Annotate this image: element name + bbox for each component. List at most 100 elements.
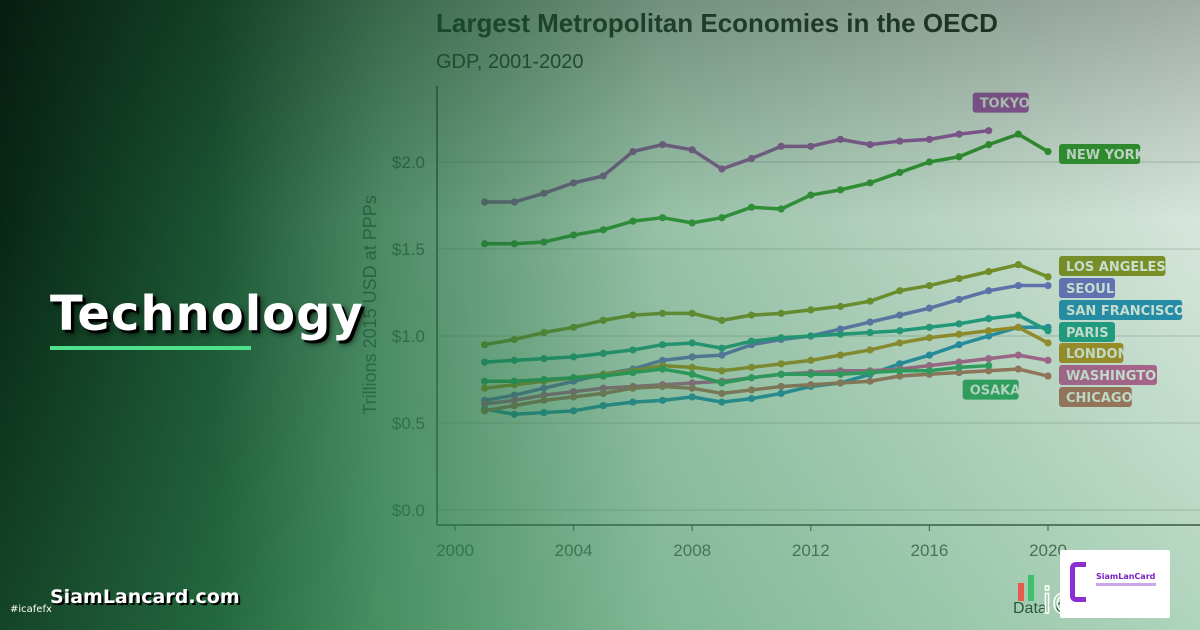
chart-subtitle: GDP, 2001-2020 [436, 51, 584, 73]
data-point [777, 334, 785, 342]
data-point [599, 172, 607, 180]
data-point [807, 381, 815, 389]
data-point [1044, 147, 1052, 156]
site-link[interactable]: SiamLancard.com [50, 586, 240, 608]
data-point [718, 389, 726, 398]
series-label-text: CHICAGO [1066, 391, 1133, 406]
data-point [1014, 351, 1022, 359]
data-point [510, 402, 518, 410]
data-point [481, 358, 489, 366]
data-point [658, 309, 667, 317]
data-point [807, 306, 815, 314]
data-point [629, 398, 637, 406]
data-point [747, 374, 756, 382]
x-tick-label: 2008 [673, 541, 711, 560]
data-point [836, 186, 845, 194]
data-point [925, 367, 934, 375]
data-point [570, 353, 578, 361]
data-point [1014, 130, 1022, 138]
data-point [570, 231, 578, 239]
data-point [599, 372, 607, 380]
data-point [955, 363, 963, 371]
data-point [925, 135, 934, 143]
data-point [747, 154, 756, 163]
data-point [807, 191, 815, 199]
data-point [688, 339, 696, 347]
data-point [896, 311, 904, 319]
data-point [896, 339, 904, 347]
data-point [955, 130, 963, 138]
data-point [777, 389, 785, 398]
data-point [510, 377, 518, 385]
data-point [688, 384, 696, 392]
data-point [747, 337, 756, 345]
series-label-text: OSAKA [970, 384, 1021, 399]
data-point [955, 295, 963, 304]
data-point [658, 396, 667, 404]
data-point [718, 351, 726, 359]
data-point [718, 367, 726, 375]
data-point [540, 238, 548, 246]
data-point [570, 407, 578, 415]
data-point [510, 335, 518, 344]
data-point [510, 198, 518, 206]
data-point [1014, 311, 1022, 319]
series-label: NEW YORK [1059, 144, 1146, 164]
data-point [481, 384, 489, 392]
siamlancard-logo: SiamLanCard [1060, 550, 1170, 618]
data-point [1044, 281, 1052, 290]
series-label: TOKYO [972, 92, 1030, 113]
data-point [807, 332, 815, 340]
data-point [658, 141, 667, 149]
data-point [481, 407, 489, 415]
data-point [629, 384, 637, 392]
data-point [777, 309, 785, 317]
logo-subline [1096, 583, 1156, 586]
data-point [836, 135, 845, 143]
data-point [1014, 323, 1022, 331]
data-point [866, 297, 874, 305]
x-tick-label: 2012 [792, 541, 830, 560]
series-label-text: LONDON [1066, 347, 1128, 362]
data-point [510, 356, 518, 364]
data-point [985, 361, 993, 370]
data-point [718, 344, 726, 352]
data-point [718, 214, 726, 222]
series-label-text: SAN FRANCISCO [1066, 304, 1185, 319]
data-point [925, 281, 934, 290]
data-point [718, 165, 726, 173]
data-point [1044, 339, 1052, 347]
y-tick-label: $0.5 [392, 414, 425, 433]
data-point [629, 147, 637, 156]
data-point [807, 370, 815, 378]
y-tick-label: $0.0 [392, 501, 425, 520]
series-label-text: PARIS [1066, 326, 1109, 341]
data-point [747, 395, 756, 403]
data-point [599, 349, 607, 357]
data-point [1014, 281, 1022, 290]
series-label: LONDON [1059, 343, 1128, 363]
data-point [955, 341, 963, 349]
data-point [540, 328, 548, 337]
data-point [1014, 261, 1022, 269]
data-point [866, 346, 874, 354]
data-point [688, 363, 696, 371]
data-point [896, 287, 904, 295]
data-point [747, 311, 756, 319]
data-point [481, 240, 489, 248]
data-point [658, 341, 667, 349]
data-point [955, 153, 963, 161]
data-point [985, 315, 993, 323]
series-label: WASHINGTON [1059, 365, 1167, 385]
data-point [777, 360, 785, 368]
data-point [836, 379, 845, 387]
logo-mark-icon [1070, 562, 1086, 602]
data-point [540, 375, 548, 384]
data-point [688, 146, 696, 154]
series-label-text: NEW YORK [1066, 148, 1146, 163]
data-point [985, 287, 993, 295]
data-point [866, 141, 874, 149]
data-point [629, 346, 637, 354]
data-point [985, 268, 993, 276]
data-point [955, 274, 963, 283]
